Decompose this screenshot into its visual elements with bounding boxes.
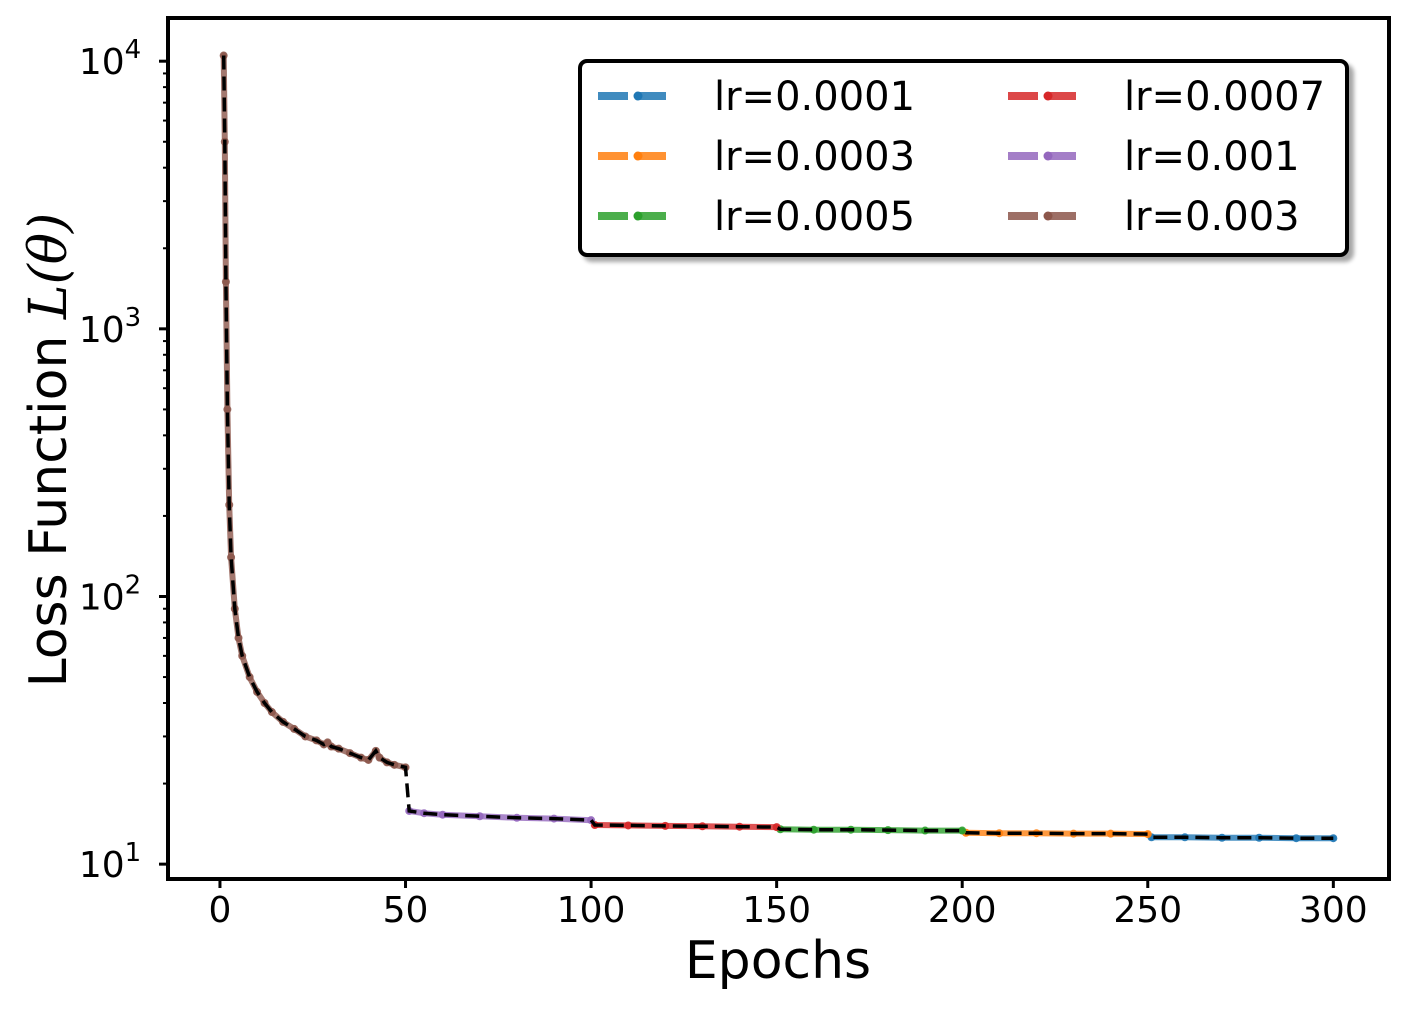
x-tick-label: 150 — [742, 890, 811, 931]
data-point — [1143, 830, 1152, 839]
overall-loss-curve — [221, 55, 1334, 840]
data-point — [1106, 829, 1115, 838]
legend-marker — [633, 91, 643, 101]
data-point — [1292, 834, 1301, 843]
legend: lr=0.0001 lr=0.0003 lr=0.0005 lr=0.0007 lr=0… — [578, 59, 1349, 257]
legend-marker — [1043, 91, 1053, 101]
data-point — [809, 825, 818, 834]
legend-entry-lr-0-0003: lr=0.0003 — [598, 134, 915, 180]
x-tick-label: 100 — [557, 890, 626, 931]
legend-label: lr=0.003 — [1124, 194, 1300, 240]
plot-frame — [166, 16, 1391, 881]
y-tick-label: 101 — [79, 838, 141, 886]
series-line-lr-0-003 — [220, 52, 409, 771]
y-axis-label-symbol: L — [19, 285, 79, 321]
series-layer — [219, 51, 1338, 843]
legend-items: lr=0.0001 lr=0.0003 lr=0.0005 lr=0.0007 lr=0… — [598, 74, 1325, 240]
y-axis-ticks: 101 102 103 104 — [79, 35, 168, 886]
legend-entry-lr-0-003: lr=0.003 — [1008, 194, 1300, 240]
x-tick-label: 0 — [209, 890, 232, 931]
data-point — [227, 553, 236, 562]
y-tick-label: 104 — [79, 35, 141, 83]
series-lr-0-003 — [219, 51, 410, 772]
legend-label: lr=0.0003 — [714, 134, 915, 180]
legend-entry-lr-0-0001: lr=0.0001 — [598, 74, 915, 120]
y-axis-label: Loss Function L(θ) — [19, 213, 79, 688]
x-tick-label: 250 — [1113, 890, 1182, 931]
y-tick-label: 102 — [79, 570, 141, 618]
legend-marker — [1043, 151, 1053, 161]
y-axis-label-arg: (θ) — [19, 213, 79, 285]
x-tick-label: 200 — [928, 890, 997, 931]
y-axis-label-text: Loss Function — [19, 336, 79, 688]
x-tick-label: 50 — [383, 890, 429, 931]
y-tick-label: 103 — [79, 303, 141, 351]
data-point — [223, 405, 232, 414]
legend-label: lr=0.0001 — [714, 74, 915, 120]
legend-marker — [633, 151, 643, 161]
legend-label: lr=0.001 — [1124, 134, 1300, 180]
legend-marker — [1043, 211, 1053, 221]
data-point — [624, 821, 633, 830]
data-point — [438, 810, 447, 819]
x-axis-ticks: 0 50 100 150 200 250 300 — [209, 879, 1368, 931]
data-point — [1329, 834, 1338, 843]
x-axis-label: Epochs — [685, 931, 871, 991]
data-point — [221, 277, 230, 286]
legend-entry-lr-0-0005: lr=0.0005 — [598, 194, 915, 240]
legend-entry-lr-0-001: lr=0.001 — [1008, 134, 1300, 180]
data-point — [475, 812, 484, 821]
legend-entry-lr-0-0007: lr=0.0007 — [1008, 74, 1325, 120]
legend-marker — [633, 211, 643, 221]
legend-box — [578, 59, 1349, 257]
data-point — [958, 826, 967, 835]
legend-label: lr=0.0005 — [714, 194, 915, 240]
legend-label: lr=0.0007 — [1124, 74, 1325, 120]
x-tick-label: 300 — [1299, 890, 1368, 931]
